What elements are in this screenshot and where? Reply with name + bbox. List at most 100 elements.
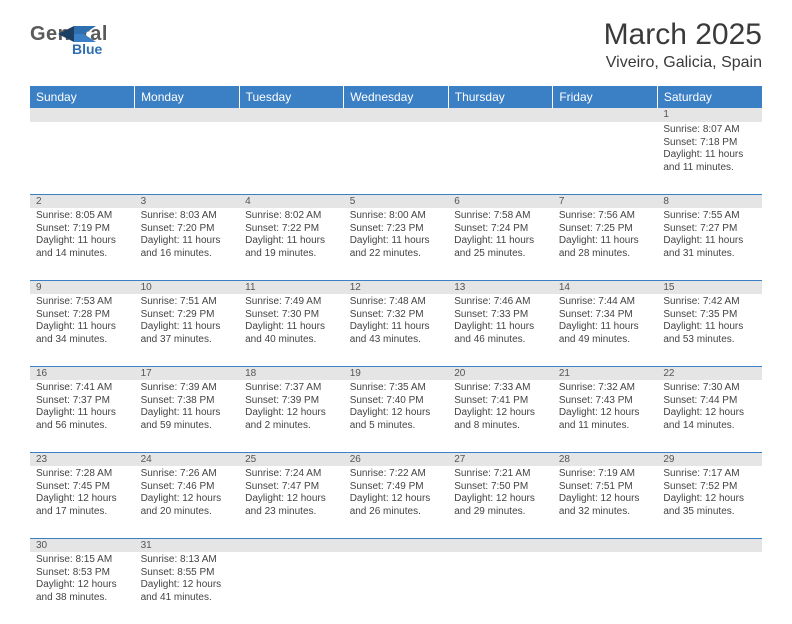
sunrise-text: Sunrise: 8:05 AM <box>36 210 129 223</box>
weekday-header: Tuesday <box>239 86 344 108</box>
day-cell: Sunrise: 7:48 AMSunset: 7:32 PMDaylight:… <box>344 294 449 366</box>
day-number: 6 <box>448 194 553 208</box>
daylight-text: Daylight: 11 hours and 19 minutes. <box>245 235 338 260</box>
day-cell: Sunrise: 7:41 AMSunset: 7:37 PMDaylight:… <box>30 380 135 452</box>
sunset-text: Sunset: 7:32 PM <box>350 309 443 322</box>
day-cell: Sunrise: 7:30 AMSunset: 7:44 PMDaylight:… <box>657 380 762 452</box>
day-cell: Sunrise: 8:00 AMSunset: 7:23 PMDaylight:… <box>344 208 449 280</box>
daylight-text: Daylight: 12 hours and 38 minutes. <box>36 579 129 604</box>
sunset-text: Sunset: 7:23 PM <box>350 223 443 236</box>
day-number <box>239 108 344 122</box>
sunrise-text: Sunrise: 7:58 AM <box>454 210 547 223</box>
sunset-text: Sunset: 7:52 PM <box>663 481 756 494</box>
day-number: 15 <box>657 280 762 294</box>
day-cell: Sunrise: 7:37 AMSunset: 7:39 PMDaylight:… <box>239 380 344 452</box>
day-cell: Sunrise: 7:58 AMSunset: 7:24 PMDaylight:… <box>448 208 553 280</box>
day-cell: Sunrise: 7:51 AMSunset: 7:29 PMDaylight:… <box>135 294 240 366</box>
day-number: 5 <box>344 194 449 208</box>
daylight-text: Daylight: 11 hours and 16 minutes. <box>141 235 234 260</box>
day-number <box>239 538 344 552</box>
day-cell: Sunrise: 8:02 AMSunset: 7:22 PMDaylight:… <box>239 208 344 280</box>
day-number: 10 <box>135 280 240 294</box>
sunset-text: Sunset: 7:34 PM <box>559 309 652 322</box>
sunrise-text: Sunrise: 7:53 AM <box>36 296 129 309</box>
daylight-text: Daylight: 11 hours and 11 minutes. <box>663 149 756 174</box>
sunrise-text: Sunrise: 7:42 AM <box>663 296 756 309</box>
day-number: 3 <box>135 194 240 208</box>
sunset-text: Sunset: 8:53 PM <box>36 567 129 580</box>
day-cell: Sunrise: 7:22 AMSunset: 7:49 PMDaylight:… <box>344 466 449 538</box>
daynum-row: 2345678 <box>30 194 762 208</box>
day-number: 31 <box>135 538 240 552</box>
day-number: 26 <box>344 452 449 466</box>
sunrise-text: Sunrise: 7:28 AM <box>36 468 129 481</box>
daynum-row: 23242526272829 <box>30 452 762 466</box>
week-row: Sunrise: 8:07 AMSunset: 7:18 PMDaylight:… <box>30 122 762 194</box>
sunset-text: Sunset: 7:19 PM <box>36 223 129 236</box>
calendar-table: SundayMondayTuesdayWednesdayThursdayFrid… <box>30 86 762 624</box>
sunrise-text: Sunrise: 7:48 AM <box>350 296 443 309</box>
daylight-text: Daylight: 12 hours and 41 minutes. <box>141 579 234 604</box>
sunset-text: Sunset: 7:40 PM <box>350 395 443 408</box>
sunset-text: Sunset: 7:38 PM <box>141 395 234 408</box>
day-cell: Sunrise: 7:39 AMSunset: 7:38 PMDaylight:… <box>135 380 240 452</box>
daylight-text: Daylight: 11 hours and 37 minutes. <box>141 321 234 346</box>
daylight-text: Daylight: 11 hours and 59 minutes. <box>141 407 234 432</box>
daylight-text: Daylight: 11 hours and 25 minutes. <box>454 235 547 260</box>
daylight-text: Daylight: 12 hours and 23 minutes. <box>245 493 338 518</box>
sunset-text: Sunset: 7:51 PM <box>559 481 652 494</box>
day-cell <box>30 122 135 194</box>
day-number: 18 <box>239 366 344 380</box>
sunset-text: Sunset: 7:46 PM <box>141 481 234 494</box>
daylight-text: Daylight: 12 hours and 26 minutes. <box>350 493 443 518</box>
sunrise-text: Sunrise: 7:39 AM <box>141 382 234 395</box>
sunset-text: Sunset: 7:50 PM <box>454 481 547 494</box>
day-cell: Sunrise: 7:55 AMSunset: 7:27 PMDaylight:… <box>657 208 762 280</box>
day-number: 25 <box>239 452 344 466</box>
day-number: 30 <box>30 538 135 552</box>
day-number: 19 <box>344 366 449 380</box>
day-cell: Sunrise: 7:17 AMSunset: 7:52 PMDaylight:… <box>657 466 762 538</box>
day-number: 16 <box>30 366 135 380</box>
sunset-text: Sunset: 7:28 PM <box>36 309 129 322</box>
day-cell <box>448 552 553 624</box>
day-number: 21 <box>553 366 658 380</box>
week-row: Sunrise: 7:53 AMSunset: 7:28 PM Daylight:… <box>30 294 762 366</box>
daynum-row: 3031 <box>30 538 762 552</box>
daylight-text: Daylight: 11 hours and 31 minutes. <box>663 235 756 260</box>
day-cell: Sunrise: 8:07 AMSunset: 7:18 PMDaylight:… <box>657 122 762 194</box>
daylight-text: Daylight: 11 hours and 28 minutes. <box>559 235 652 260</box>
sunset-text: Sunset: 7:29 PM <box>141 309 234 322</box>
sunset-text: Sunset: 7:22 PM <box>245 223 338 236</box>
flag-icon <box>56 24 104 51</box>
sunrise-text: Sunrise: 7:24 AM <box>245 468 338 481</box>
daylight-text: Daylight: 12 hours and 2 minutes. <box>245 407 338 432</box>
day-number <box>553 538 658 552</box>
day-cell: Sunrise: 7:33 AMSunset: 7:41 PMDaylight:… <box>448 380 553 452</box>
day-number: 7 <box>553 194 658 208</box>
sunrise-text: Sunrise: 7:35 AM <box>350 382 443 395</box>
day-number <box>344 108 449 122</box>
day-number <box>344 538 449 552</box>
sunrise-text: Sunrise: 7:55 AM <box>663 210 756 223</box>
month-title: March 2025 <box>604 18 762 52</box>
sunrise-text: Sunrise: 8:03 AM <box>141 210 234 223</box>
week-row: Sunrise: 8:05 AMSunset: 7:19 PM Daylight:… <box>30 208 762 280</box>
day-number: 1 <box>657 108 762 122</box>
sunrise-text: Sunrise: 7:30 AM <box>663 382 756 395</box>
sunset-text: Sunset: 7:43 PM <box>559 395 652 408</box>
day-number: 12 <box>344 280 449 294</box>
weekday-header: Sunday <box>30 86 135 108</box>
sunrise-text: Sunrise: 7:44 AM <box>559 296 652 309</box>
page-header: General Blue March 2025 Viveiro, Galicia… <box>0 0 792 80</box>
day-number: 13 <box>448 280 553 294</box>
day-number <box>553 108 658 122</box>
sunrise-text: Sunrise: 7:22 AM <box>350 468 443 481</box>
sunrise-text: Sunrise: 8:13 AM <box>141 554 234 567</box>
day-cell <box>239 122 344 194</box>
daylight-text: Daylight: 12 hours and 35 minutes. <box>663 493 756 518</box>
sunset-text: Sunset: 7:45 PM <box>36 481 129 494</box>
daylight-text: Daylight: 11 hours and 56 minutes. <box>36 407 129 432</box>
daylight-text: Daylight: 11 hours and 53 minutes. <box>663 321 756 346</box>
daylight-text: Daylight: 11 hours and 22 minutes. <box>350 235 443 260</box>
